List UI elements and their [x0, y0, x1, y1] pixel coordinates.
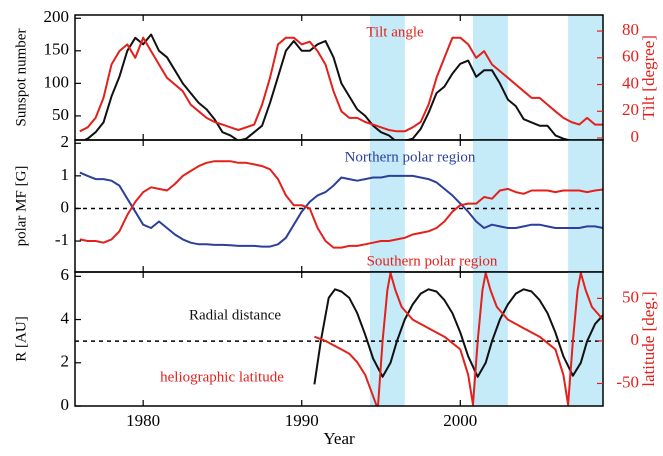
data-line	[79, 171, 603, 248]
y2-axis-title: latitude [deg.]	[639, 291, 658, 386]
x-tick-label: 2000	[443, 411, 477, 430]
y2-tick-label: 60	[622, 47, 639, 66]
series-label: Tilt angle	[366, 24, 424, 40]
y-tick-label: 0	[61, 197, 70, 216]
shaded-interval	[568, 140, 603, 272]
data-line	[313, 288, 603, 385]
data-line	[81, 33, 573, 140]
series-label: Southern polar region	[367, 253, 498, 269]
shaded-interval	[472, 140, 508, 272]
y2-tick-label: 40	[622, 73, 639, 92]
y-axis-title: polar MF [G]	[13, 166, 29, 247]
data-line	[314, 272, 603, 406]
y-tick-label: 0	[61, 395, 70, 414]
x-tick-label: 1980	[126, 411, 160, 430]
y-tick-label: 4	[61, 308, 70, 327]
y-tick-label: 2	[61, 132, 70, 151]
panel	[79, 15, 603, 140]
y-axis-title: R [AU]	[13, 316, 29, 361]
y2-tick-label: 0	[631, 127, 640, 146]
y2-axis-title: Tilt [degree]	[639, 35, 658, 120]
data-line	[79, 160, 603, 249]
y2-tick-label: -50	[616, 372, 639, 391]
y2-tick-label: 0	[631, 330, 640, 349]
x-axis-title: Year	[323, 429, 355, 448]
shaded-interval	[369, 15, 405, 140]
shaded-interval	[568, 15, 603, 140]
y-tick-label: 50	[52, 105, 69, 124]
y-tick-label: 200	[44, 7, 70, 26]
panel	[75, 140, 603, 272]
panel-frame	[74, 139, 604, 273]
y-tick-label: 2	[61, 352, 70, 371]
y-tick-label: -1	[55, 230, 69, 249]
x-tick-label: 1990	[285, 411, 319, 430]
y-tick-label: 1	[61, 165, 70, 184]
y-tick-label: 6	[61, 265, 70, 284]
panel	[75, 272, 603, 406]
y-tick-label: 150	[44, 40, 70, 59]
y-tick-label: 100	[44, 72, 70, 91]
series-label: Radial distance	[189, 307, 281, 323]
panel-frame	[74, 271, 604, 407]
y2-tick-label: 20	[622, 100, 639, 119]
data-line	[79, 36, 603, 133]
series-label: heliographic latitude	[160, 369, 284, 385]
shaded-interval	[369, 140, 405, 272]
series-label: Northern polar region	[345, 149, 476, 165]
y2-tick-label: 50	[622, 287, 639, 306]
y2-tick-label: 80	[622, 20, 639, 39]
shaded-interval	[472, 15, 508, 140]
y-axis-title: Sunspot number	[13, 29, 29, 127]
